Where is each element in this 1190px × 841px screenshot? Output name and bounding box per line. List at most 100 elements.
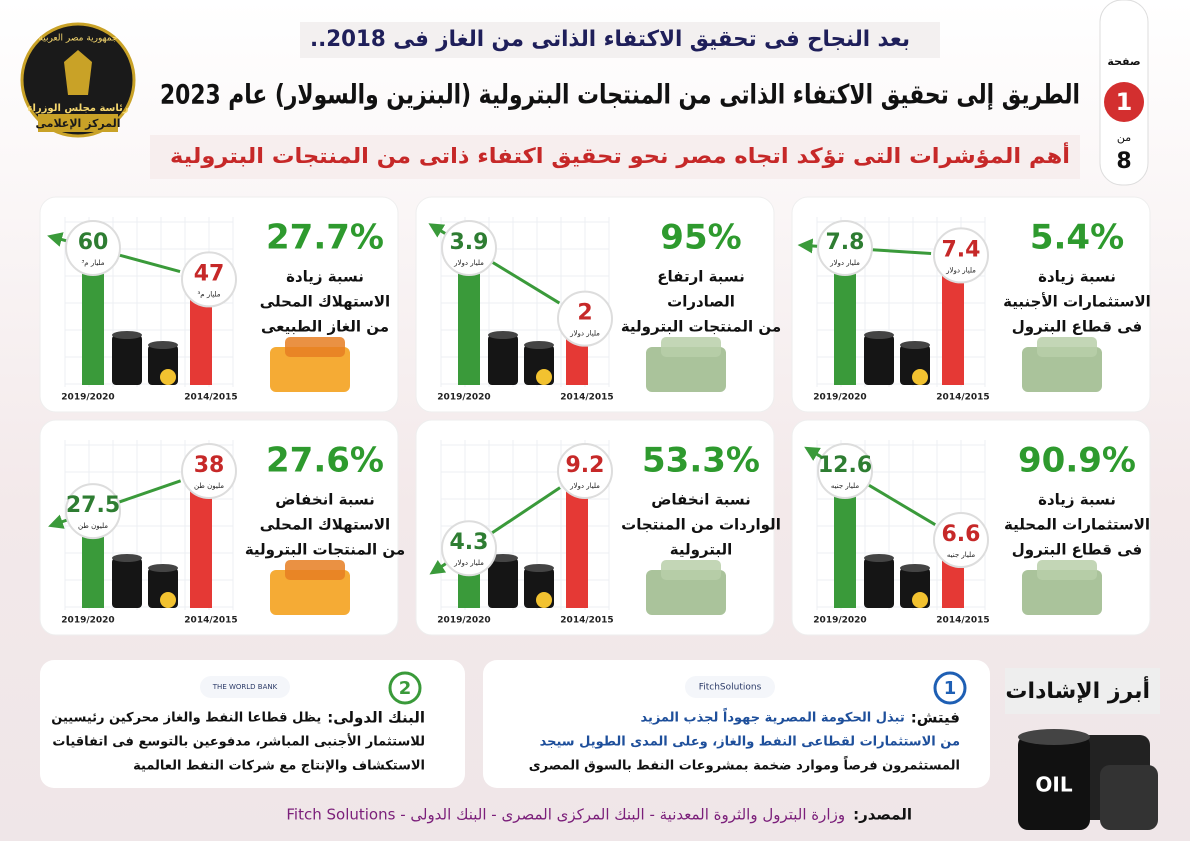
illustration [285, 337, 345, 357]
illustration [285, 560, 345, 580]
page-of: من [1117, 131, 1131, 144]
oil-barrels [1018, 729, 1158, 830]
indicator-card: 2019/2020 2014/2015 60 مليار م³ 47 مليار م³ 27… [39, 196, 399, 413]
title: الطريق إلى تحقيق الاكتفاء الذاتى من المن… [160, 80, 1080, 111]
bar-unit: مليون طن [78, 522, 108, 530]
illustration [1037, 337, 1097, 357]
bar-value: 6.6 [942, 522, 981, 547]
illustration [270, 570, 350, 615]
endorsement-line: من الاستثمارات لقطاعى النفط والغاز، وعلى… [540, 735, 960, 750]
bar-unit: مليار دولار [945, 266, 976, 274]
indicator-card: 2019/2020 2014/2015 4.3 مليار دولار 9.2 مليار… [415, 419, 781, 636]
value-badge [557, 443, 613, 499]
description-line: الصادرات [667, 293, 735, 311]
description-line: نسبة انخفاض [651, 491, 751, 509]
barrel [864, 335, 894, 385]
value-badge [933, 227, 989, 284]
description-line: فى قطاع البترول [1012, 541, 1142, 559]
endorsement-number-badge [388, 671, 422, 705]
value-badge [557, 290, 613, 347]
illustration [1037, 560, 1097, 580]
bar-value: 2 [577, 301, 592, 326]
bar-year: 2014/2015 [184, 393, 237, 403]
barrel-top [148, 564, 178, 572]
illustration [646, 347, 726, 392]
endorsement-number: 1 [944, 678, 957, 699]
endorsements: 1 FitchSolutions فيتش: تبذل الحكومة المصرية… [51, 671, 967, 774]
subtitle: أهم المؤشرات التى تؤكد اتجاه مصر نحو تحق… [170, 141, 1070, 168]
endorsement-line: الاستكشاف والإنتاج مع شركات النفط العالم… [133, 759, 425, 774]
bar-value: 7.8 [826, 230, 865, 255]
description-line: نسبة انخفاض [275, 491, 375, 509]
bar-year: 2019/2020 [437, 393, 490, 403]
description-line: الواردات من المنتجات [621, 516, 781, 534]
endorsement-number: 2 [399, 678, 412, 699]
description-line: من الغاز الطبيعى [261, 318, 389, 336]
barrel-top [900, 341, 930, 349]
bar-unit: مليار دولار [569, 330, 600, 338]
logo-ribbon [38, 114, 118, 132]
percent: 5.4% [1030, 218, 1124, 258]
bar-unit: مليون طن [194, 482, 224, 490]
bar-year: 2019/2020 [61, 393, 114, 403]
bar [834, 240, 856, 385]
barrel-top [112, 554, 142, 562]
bar-unit: مليار جنيه [947, 551, 975, 559]
barrel-top [488, 331, 518, 339]
barrel-top [524, 341, 554, 349]
description-line: الاستهلاك المحلى [260, 516, 390, 534]
bar-value: 9.2 [566, 453, 605, 478]
bar-unit: مليار م³ [197, 290, 220, 298]
description-line: الاستثمارات الأجنبية [1003, 293, 1151, 311]
kicker: بعد النجاح فى تحقيق الاكتفاء الذاتى من ا… [310, 27, 910, 52]
description-line: الاستثمارات المحلية [1004, 516, 1150, 534]
logo-text: رئاسة مجلس الوزراء [27, 103, 128, 114]
value-badge [65, 220, 121, 276]
description-line: الاستهلاك المحلى [260, 293, 390, 311]
value-badge [181, 251, 237, 308]
indicator-card: 2019/2020 2014/2015 12.6 مليار جنيه 6.6 مليار… [791, 419, 1151, 636]
page-number-badge [1104, 82, 1144, 122]
endorsement-line: المستثمرون فرصاً وموارد ضخمة بمشروعات ال… [529, 756, 960, 774]
logo-text: جمهورية مصر العربية [38, 34, 117, 44]
coin [160, 369, 176, 385]
description-line: نسبة زيادة [1038, 491, 1116, 509]
value-badge [933, 512, 989, 569]
barrel [112, 335, 142, 385]
illustration [661, 337, 721, 357]
bar-year: 2014/2015 [184, 616, 237, 626]
barrel-top [112, 331, 142, 339]
description-line: من المنتجات البترولية [245, 541, 405, 559]
bar [458, 240, 480, 385]
bar [566, 463, 588, 608]
bar [834, 463, 856, 608]
bar-year: 2019/2020 [61, 616, 114, 626]
bar-unit: مليار جنيه [831, 482, 859, 490]
logo-text: المركز الإعلامى [36, 117, 121, 130]
endorsement-logo: FitchSolutions [699, 683, 762, 693]
percent: 53.3% [642, 441, 760, 481]
bar-value: 12.6 [818, 453, 872, 478]
indicator-card: 2019/2020 2014/2015 3.9 مليار دولار 2 مليار د… [415, 196, 781, 413]
bar-unit: مليار دولار [569, 482, 600, 490]
bar-value: 47 [194, 261, 225, 286]
barrel [488, 558, 518, 608]
endorsement-logo-box [685, 676, 775, 698]
bar-value: 3.9 [450, 230, 489, 255]
indicator-card: 2019/2020 2014/2015 27.5 مليون طن 38 مليون طن… [39, 419, 405, 636]
bar-year: 2019/2020 [437, 616, 490, 626]
bar-value: 60 [78, 230, 109, 255]
bar-value: 4.3 [450, 530, 489, 555]
subtitle-band [150, 135, 1080, 179]
bar-year: 2014/2015 [936, 616, 989, 626]
coin [160, 592, 176, 608]
value-badge [817, 443, 873, 499]
bar-year: 2014/2015 [560, 616, 613, 626]
page-total: 8 [1116, 149, 1131, 174]
bar-year: 2014/2015 [936, 393, 989, 403]
barrel-label: OIL [1035, 773, 1072, 797]
coin [912, 369, 928, 385]
illustration [646, 570, 726, 615]
